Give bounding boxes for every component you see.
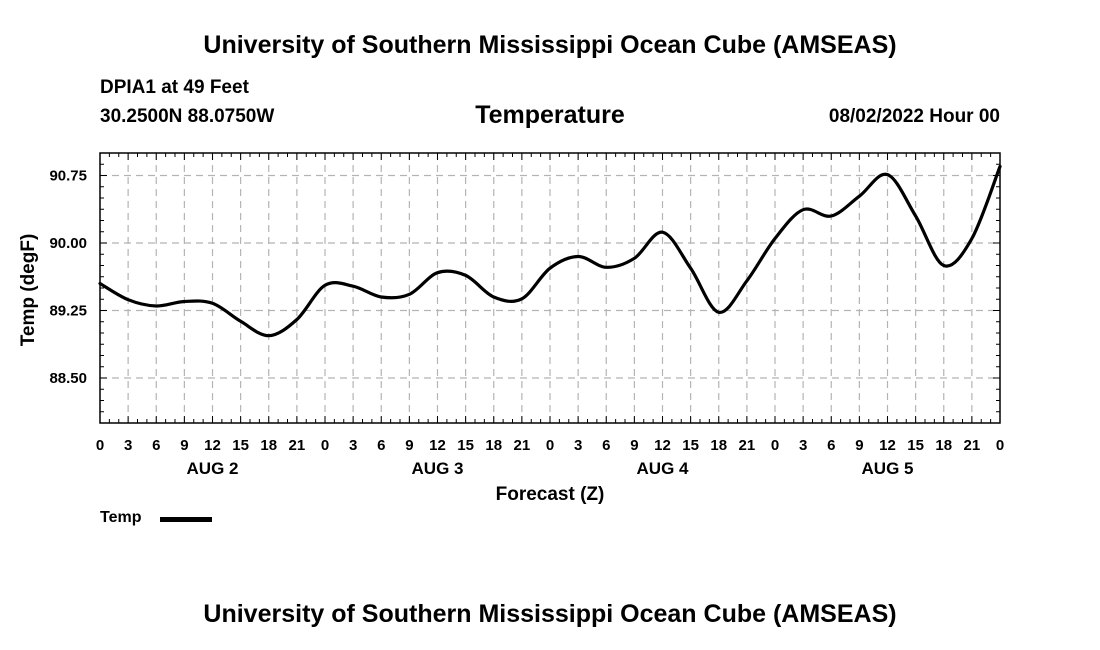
x-tick-label: 9 — [855, 437, 863, 454]
y-tick-label: 88.50 — [49, 370, 87, 387]
axis-labels: 88.50 89.25 90.00 90.75 0 3 6 9 12 15 18 21 0 3 6 9 12 15… — [49, 168, 1004, 479]
x-tick-label: 6 — [827, 437, 835, 454]
x-tick-label: 0 — [321, 437, 329, 454]
legend-label: Temp — [100, 509, 142, 526]
temp-series-line — [98, 164, 1002, 338]
x-tick-label: 0 — [996, 437, 1004, 454]
grid — [100, 153, 1000, 423]
legend-line-swatch — [160, 517, 212, 522]
x-tick-label: 15 — [907, 437, 924, 454]
x-tick-label: 12 — [879, 437, 896, 454]
x-tick-label: 12 — [654, 437, 671, 454]
date-stamp: 08/02/2022 Hour 00 — [828, 106, 1000, 127]
x-tick-label: 0 — [546, 437, 554, 454]
x-tick-label: 21 — [514, 437, 531, 454]
x-tick-label: 0 — [771, 437, 779, 454]
x-tick-label: 9 — [630, 437, 638, 454]
x-tick-label: 9 — [405, 437, 413, 454]
day-label: AUG 4 — [637, 459, 690, 478]
x-tick-label: 21 — [739, 437, 756, 454]
variable-title: Temperature — [475, 101, 625, 129]
chart-title-top: University of Southern Mississippi Ocean… — [203, 31, 897, 59]
station-label: DPIA1 at 49 Feet — [100, 77, 249, 98]
x-tick-label: 18 — [935, 437, 952, 454]
y-tick-label: 90.75 — [49, 168, 87, 185]
x-tick-label: 15 — [457, 437, 474, 454]
x-tick-label: 6 — [152, 437, 160, 454]
y-tick-label: 90.00 — [49, 235, 87, 252]
y-axis-title: Temp (degF) — [18, 234, 39, 347]
x-tick-label: 3 — [799, 437, 807, 454]
x-tick-label: 6 — [602, 437, 610, 454]
y-tick-label: 89.25 — [49, 303, 87, 320]
day-label: AUG 5 — [862, 459, 914, 478]
plot-frame — [99, 152, 1001, 424]
x-tick-label: 21 — [964, 437, 981, 454]
day-label: AUG 3 — [412, 459, 464, 478]
x-tick-label: 6 — [377, 437, 385, 454]
x-axis-title: Forecast (Z) — [496, 484, 605, 505]
x-tick-label: 3 — [124, 437, 132, 454]
x-tick-label: 18 — [485, 437, 502, 454]
x-tick-label: 3 — [349, 437, 357, 454]
coordinates-label: 30.2500N 88.0750W — [100, 106, 275, 127]
x-tick-label: 15 — [682, 437, 699, 454]
x-tick-label: 9 — [180, 437, 188, 454]
x-tick-label: 12 — [429, 437, 446, 454]
x-tick-label: 12 — [204, 437, 221, 454]
x-tick-label: 3 — [574, 437, 582, 454]
x-tick-label: 15 — [232, 437, 249, 454]
x-tick-label: 0 — [96, 437, 104, 454]
x-tick-label: 18 — [260, 437, 277, 454]
x-tick-label: 18 — [710, 437, 727, 454]
day-label: AUG 2 — [187, 459, 239, 478]
chart-title-bottom: University of Southern Mississippi Ocean… — [203, 600, 897, 628]
x-tick-label: 21 — [289, 437, 306, 454]
